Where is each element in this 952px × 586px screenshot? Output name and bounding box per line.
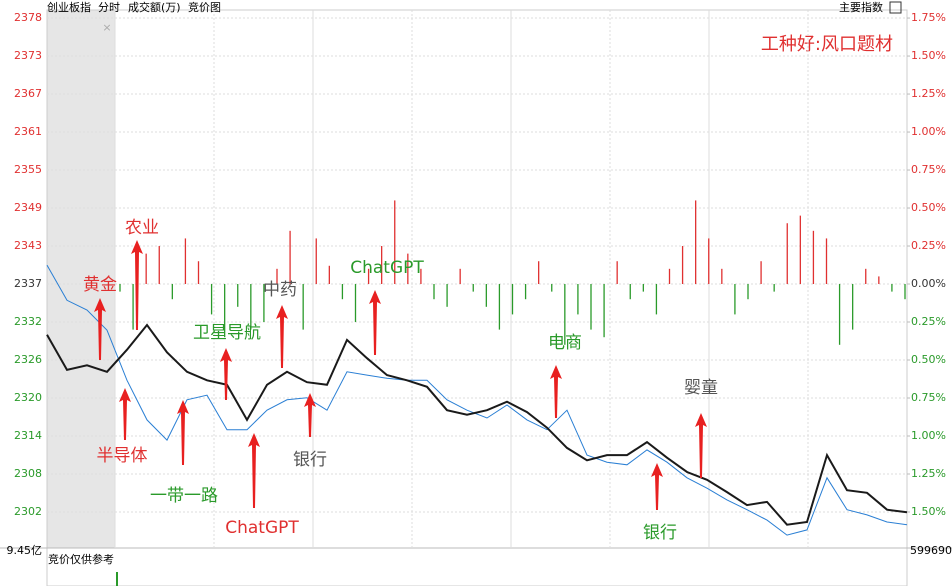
y-tick-label: 2361 [14, 125, 42, 138]
y-tick-label: 2302 [14, 505, 42, 518]
y2-tick-label: 0.50% [911, 353, 946, 366]
price-line [46, 323, 908, 526]
y-tick-label: 2337 [14, 277, 42, 290]
y2-tick-label: 1.50% [911, 49, 946, 62]
annotation: 一带一路 [150, 486, 218, 506]
annotation: 中药 [263, 280, 297, 300]
annotation: 半导体 [97, 446, 148, 466]
annotation: 农业 [125, 218, 159, 238]
annotation: 电商 [548, 333, 582, 353]
arrow [220, 348, 232, 400]
auction-zone [47, 10, 115, 548]
arrow [550, 365, 562, 418]
y-tick-label: 2314 [14, 429, 42, 442]
arrow [695, 413, 707, 478]
index-name: 创业板指 [47, 0, 91, 14]
menu[interactable]: 主要指数 [839, 0, 883, 14]
annotation-title: 工种好:风口题材 [761, 34, 893, 55]
y2-tick-label: 1.25% [911, 87, 946, 100]
arrow [651, 463, 663, 510]
annotation: 黄金 [83, 275, 117, 295]
annotation: ChatGPT [350, 258, 424, 278]
arrow [119, 388, 131, 440]
menu-icon[interactable] [889, 1, 902, 14]
y2-tick-label: 1.00% [911, 429, 946, 442]
y2-tick-label: 0.25% [911, 315, 946, 328]
auction-label: 竞价图 [188, 0, 221, 14]
y-tick-label: 2320 [14, 391, 42, 404]
y2-tick-label: 1.75% [911, 11, 946, 24]
y2-tick-label: 0.75% [911, 391, 946, 404]
arrow [177, 400, 189, 465]
y2-tick-label: 0.50% [911, 201, 946, 214]
y-tick-label: 2332 [14, 315, 42, 328]
y-tick-label: 2373 [14, 49, 42, 62]
y2-tick-label: 0.00% [911, 277, 946, 290]
y2-tick-label: 1.00% [911, 125, 946, 138]
mode-label: 分时 [98, 1, 120, 14]
auction-note: 竞价仅供参考 [48, 552, 114, 566]
arrow [131, 240, 143, 330]
annotation: 卫星导航 [193, 323, 261, 343]
volume-right: 599690 [910, 544, 952, 557]
plot-frame [46, 9, 908, 586]
annotation: 银行 [293, 450, 327, 470]
annotation: ChatGPT [225, 518, 299, 538]
y-tick-label: 2349 [14, 201, 42, 214]
volume-max: 9.45亿 [7, 544, 43, 557]
arrow [248, 433, 260, 508]
y-tick-label: 2367 [14, 87, 42, 100]
y2-tick-label: 0.75% [911, 163, 946, 176]
annotation: 银行 [643, 523, 677, 543]
price-line [46, 264, 908, 536]
y-tick-label: 2355 [14, 163, 42, 176]
y2-tick-label: 1.50% [911, 505, 946, 518]
arrow [94, 298, 106, 360]
y-tick-label: 2343 [14, 239, 42, 252]
y-tick-label: 2378 [14, 11, 42, 24]
arrow [276, 305, 288, 368]
arrow [369, 290, 381, 355]
y-tick-label: 2308 [14, 467, 42, 480]
y-tick-label: 2326 [14, 353, 42, 366]
arrow [304, 393, 316, 437]
annotation: 婴童 [684, 378, 718, 398]
volume-label: 成交额(万) [128, 0, 181, 14]
y2-tick-label: 0.25% [911, 239, 946, 252]
close-icon[interactable]: × [102, 21, 111, 34]
y2-tick-label: 1.25% [911, 467, 946, 480]
